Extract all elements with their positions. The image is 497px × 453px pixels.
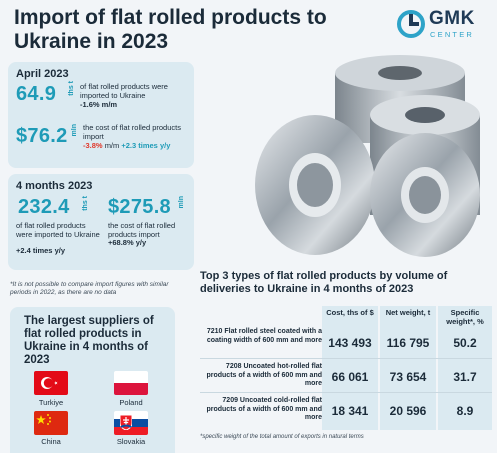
april-cost-change: -3.8% m/m +2.3 times y/y — [83, 141, 193, 151]
four-months-volume-desc: of flat rolled products were imported to… — [16, 221, 100, 239]
april-cost-value: $76.2 — [16, 125, 68, 147]
cell-weight: 116 795 — [386, 336, 430, 350]
cell-cost: 18 341 — [331, 404, 369, 418]
gmk-logo-icon — [397, 10, 425, 38]
april-cost-change-yy: +2.3 times y/y — [121, 141, 171, 150]
april-heading: April 2023 — [16, 68, 69, 80]
april-volume-desc: of flat rolled products were imported to… — [80, 82, 168, 100]
four-months-cost-value: $275.8 — [108, 196, 171, 218]
top3-table: Cost, ths of $ Net weight, t Specific we… — [200, 306, 492, 430]
row-label: 7210 Flat rolled steel coated with a coa… — [206, 328, 322, 344]
header-cost: Cost, ths of $ — [326, 308, 374, 317]
april-card: April 2023 64.9 ths t of flat rolled pro… — [8, 62, 194, 168]
april-cost-change-mm-suffix: m/m — [104, 141, 120, 150]
april-volume-unit: ths t — [68, 81, 75, 96]
row-label: 7208 Uncoated hot-rolled flat products o… — [206, 363, 322, 387]
steel-coils-image — [255, 55, 480, 257]
logo-name: GMK — [429, 8, 475, 29]
four-months-cost-desc: the cost of flat rolled products import — [108, 221, 176, 239]
china-flag-icon — [34, 411, 68, 435]
col-bg-share — [438, 306, 492, 430]
four-months-volume-change: +2.4 times y/y — [16, 246, 65, 255]
four-months-volume-value: 232.4 — [18, 196, 70, 218]
april-volume-value: 64.9 — [16, 83, 57, 105]
row-label: 7209 Uncoated cold-rolled flat products … — [206, 397, 322, 421]
header-weight: Net weight, t — [385, 308, 431, 317]
april-cost-desc: the cost of flat rolled products import — [83, 123, 181, 141]
row-divider — [200, 392, 492, 393]
header-share: Specific weight*, % — [446, 308, 484, 326]
april-volume: 64.9 ths t of flat rolled products were … — [16, 81, 194, 121]
col-bg-weight — [380, 306, 436, 430]
slovakia-flag-icon — [114, 411, 148, 435]
col-bg-cost — [322, 306, 378, 430]
supplier-name-turkiye: Turkiye — [38, 398, 64, 407]
suppliers-card: The largest suppliers of flat rolled pro… — [10, 307, 175, 453]
cell-weight: 73 654 — [389, 370, 427, 384]
turkiye-flag-icon — [34, 371, 68, 395]
page-title: Import of flat rolled products to Ukrain… — [14, 6, 327, 53]
cell-share: 31.7 — [453, 370, 477, 384]
april-cost-unit: mln — [71, 124, 78, 137]
cell-share: 50.2 — [453, 336, 477, 350]
cell-cost: 143 493 — [328, 336, 372, 350]
row-divider — [200, 358, 492, 359]
cell-cost: 66 061 — [331, 370, 369, 384]
april-volume-change: -1.6% m/m — [80, 100, 118, 109]
april-cost-change-mm: -3.8% — [83, 141, 103, 150]
poland-flag-icon — [114, 371, 148, 395]
four-months-cost-unit: mln — [178, 196, 185, 209]
table-footnote: *specific weight of the total amount of … — [200, 434, 364, 440]
comparison-note: *It is not possible to compare import fi… — [10, 281, 169, 296]
april-cost: $76.2 mln the cost of flat rolled produc… — [16, 122, 194, 162]
supplier-name-slovakia: Slovakia — [116, 437, 146, 446]
cell-share: 8.9 — [456, 404, 474, 418]
top3-title: Top 3 types of flat rolled products by v… — [200, 270, 448, 295]
supplier-name-poland: Poland — [119, 398, 143, 407]
four-months-heading: 4 months 2023 — [16, 180, 93, 192]
four-months-cost-change: +68.8% y/y — [108, 238, 147, 247]
four-months-card: 4 months 2023 232.4 ths t of flat rolled… — [8, 174, 194, 270]
cell-weight: 20 596 — [389, 404, 427, 418]
suppliers-title: The largest suppliers of flat rolled pro… — [24, 315, 154, 366]
four-months-volume-unit: ths t — [82, 196, 89, 211]
supplier-name-china: China — [41, 437, 61, 446]
gmk-logo: GMK CENTER — [397, 8, 489, 44]
logo-sub: CENTER — [430, 30, 475, 39]
